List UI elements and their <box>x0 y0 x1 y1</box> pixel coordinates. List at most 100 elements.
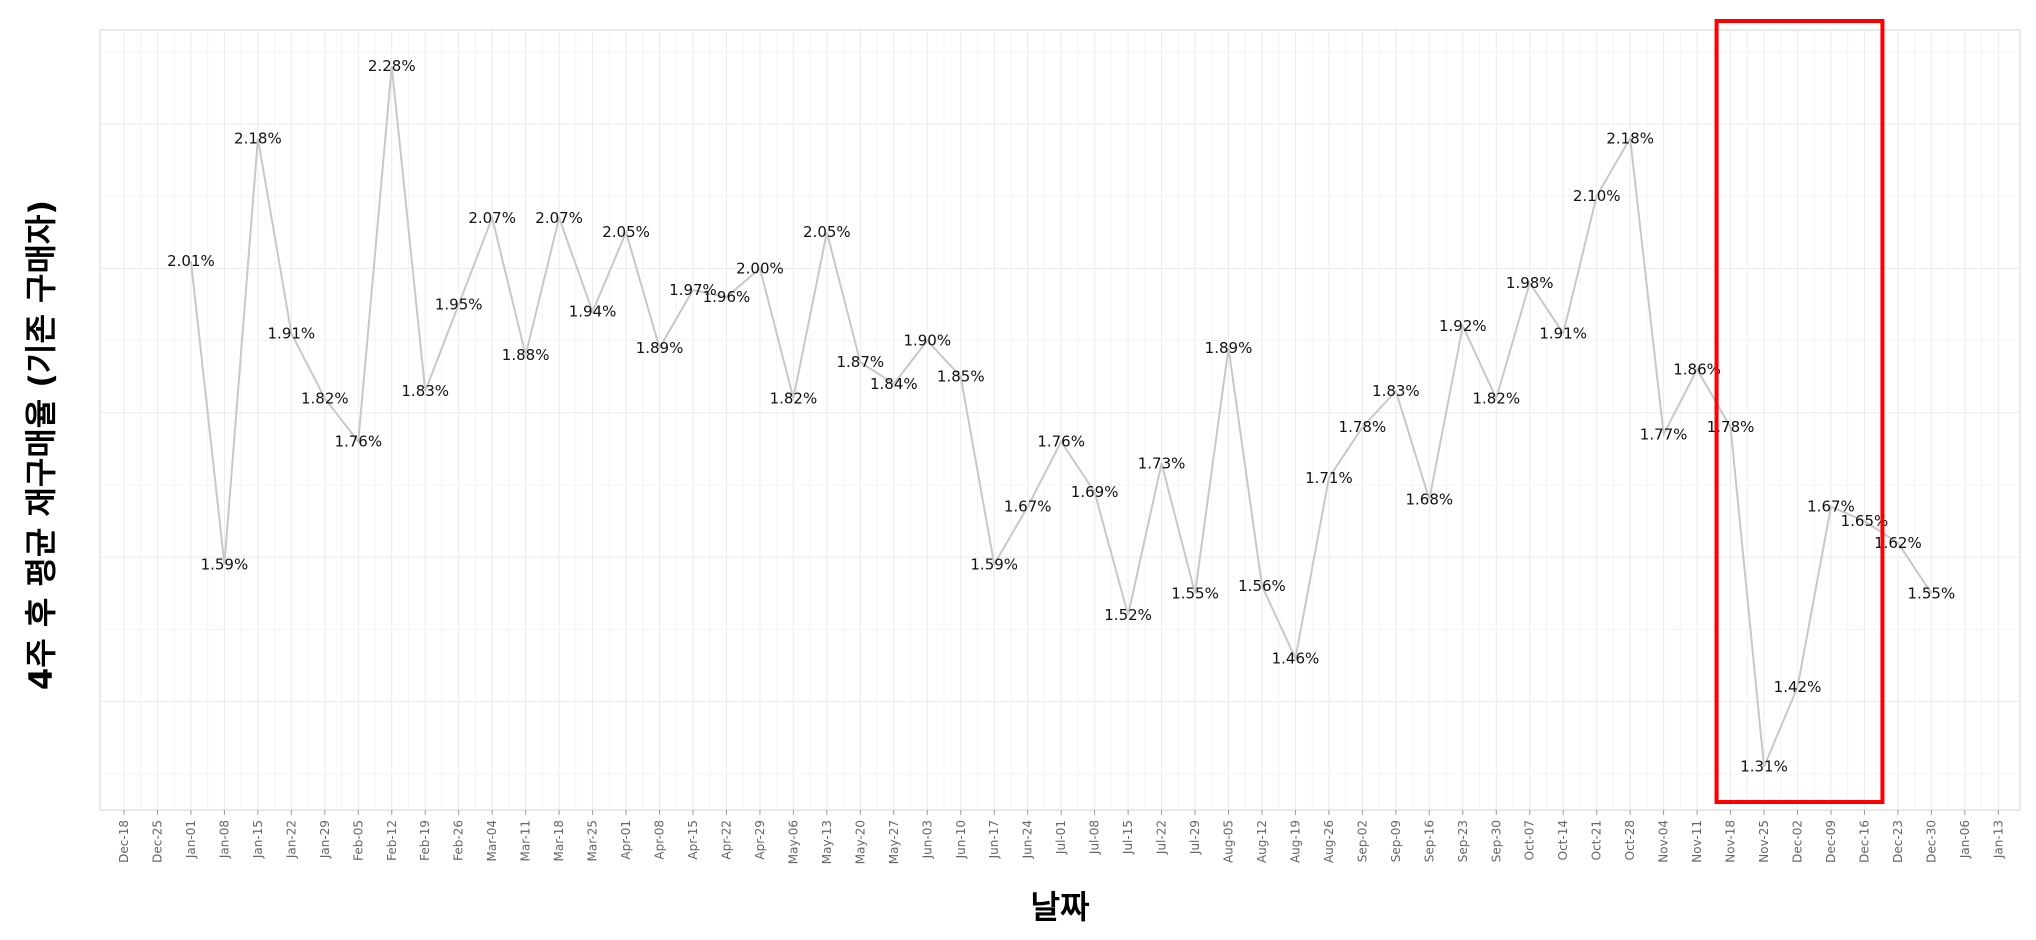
data-label: 1.94% <box>569 303 617 321</box>
x-tick-label: Apr-29 <box>753 820 767 860</box>
x-tick-label: Dec-18 <box>117 820 131 863</box>
x-tick-label: Dec-30 <box>1924 820 1938 863</box>
x-tick-label: Feb-05 <box>351 820 365 861</box>
data-label: 1.67% <box>1004 498 1052 516</box>
data-label: 1.97% <box>669 281 717 299</box>
x-tick-label: Jul-08 <box>1088 820 1102 855</box>
data-label: 1.86% <box>1673 360 1721 378</box>
x-tick-label: Sep-16 <box>1422 820 1436 862</box>
x-tick-label: Aug-26 <box>1322 820 1336 863</box>
x-tick-label: Jul-01 <box>1054 820 1068 855</box>
data-label: 2.07% <box>468 209 516 227</box>
data-label: 1.89% <box>636 339 684 357</box>
data-label: 1.83% <box>1372 382 1420 400</box>
x-tick-label: Apr-15 <box>686 820 700 860</box>
data-label: 1.78% <box>1707 418 1755 436</box>
x-tick-label: Mar-25 <box>586 820 600 861</box>
x-tick-label: Apr-01 <box>619 820 633 860</box>
data-label: 1.78% <box>1339 418 1387 436</box>
x-tick-label: Nov-11 <box>1690 820 1704 863</box>
x-tick-label: Jan-15 <box>251 820 265 859</box>
data-label: 1.91% <box>268 324 316 342</box>
data-label: 1.95% <box>435 295 483 313</box>
x-axis-label: 날짜 <box>1031 888 1090 926</box>
data-label: 2.18% <box>234 129 282 147</box>
x-tick-label: Nov-04 <box>1657 820 1671 863</box>
series-line <box>189 65 1933 768</box>
data-label: 1.71% <box>1305 469 1353 487</box>
x-tick-label: Dec-16 <box>1857 820 1871 863</box>
x-tick-label: Sep-09 <box>1389 820 1403 862</box>
data-label: 2.07% <box>535 209 583 227</box>
data-label: 1.90% <box>903 332 951 350</box>
x-tick-label: Aug-12 <box>1255 820 1269 863</box>
plot-border <box>99 29 2021 811</box>
data-label: 1.67% <box>1807 498 1855 516</box>
data-label: 1.55% <box>1908 584 1956 602</box>
data-label: 2.01% <box>167 252 215 270</box>
y-axis-label: 4주 후 평균 재구매율 (기존 구매자) <box>22 200 60 690</box>
x-tick-label: Feb-12 <box>385 820 399 861</box>
data-label: 1.52% <box>1104 606 1152 624</box>
x-tick-label: Jun-17 <box>987 820 1001 859</box>
x-tick-label: Jan-13 <box>1991 820 2005 859</box>
data-label: 1.59% <box>201 555 249 573</box>
x-tick-label: Feb-19 <box>418 820 432 861</box>
data-label: 1.82% <box>1472 389 1520 407</box>
data-label: 1.84% <box>870 375 918 393</box>
x-tick-label: Jan-08 <box>217 820 231 859</box>
x-tick-label: Apr-22 <box>719 820 733 860</box>
data-label: 1.55% <box>1171 584 1219 602</box>
data-label: 2.05% <box>602 223 650 241</box>
data-label: 1.46% <box>1272 649 1320 667</box>
data-label: 1.62% <box>1874 534 1922 552</box>
data-label: 1.69% <box>1071 483 1119 501</box>
x-axis: Dec-18 Dec-25 Jan-01 Jan-08 Jan-15 Jan-22 Jan-… <box>117 810 2005 864</box>
x-tick-label: Oct-28 <box>1623 820 1637 860</box>
data-label: 1.92% <box>1439 317 1487 335</box>
data-label: 1.65% <box>1841 512 1889 530</box>
x-tick-label: Dec-25 <box>150 820 164 863</box>
x-tick-label: Mar-18 <box>552 820 566 861</box>
x-tick-label: Nov-25 <box>1757 820 1771 863</box>
data-label: 1.56% <box>1238 577 1286 595</box>
data-label: 2.28% <box>368 57 416 75</box>
data-label: 1.89% <box>1205 339 1253 357</box>
x-tick-label: Dec-23 <box>1891 820 1905 863</box>
x-tick-label: Jun-03 <box>920 820 934 859</box>
x-tick-label: Mar-04 <box>485 820 499 861</box>
x-tick-label: Jun-24 <box>1021 820 1035 859</box>
grid-lines <box>100 30 2020 810</box>
x-tick-label: Jul-15 <box>1121 820 1135 855</box>
x-tick-label: Dec-09 <box>1824 820 1838 863</box>
data-label: 1.83% <box>401 382 449 400</box>
x-tick-label: Aug-19 <box>1288 820 1302 863</box>
data-label: 1.82% <box>301 389 349 407</box>
data-labels: 2.01% 1.59% 2.18% 1.91% 1.82% 1.76% 2.28% 1.83%… <box>167 57 1955 776</box>
x-tick-label: Aug-05 <box>1222 820 1236 863</box>
x-tick-label: Jun-10 <box>954 820 968 859</box>
x-tick-label: Jan-29 <box>318 820 332 859</box>
data-label: 2.10% <box>1573 187 1621 205</box>
x-tick-label: Sep-23 <box>1456 820 1470 862</box>
data-label: 1.88% <box>502 346 550 364</box>
x-tick-label: May-27 <box>887 820 901 864</box>
data-label: 1.96% <box>703 288 751 306</box>
data-label: 1.91% <box>1539 324 1587 342</box>
x-tick-label: Oct-14 <box>1556 820 1570 860</box>
data-label: 1.98% <box>1506 274 1554 292</box>
data-label: 1.59% <box>970 555 1018 573</box>
x-tick-label: Jan-01 <box>184 820 198 859</box>
x-tick-label: Jan-22 <box>284 820 298 859</box>
data-label: 1.87% <box>837 353 885 371</box>
data-label: 2.00% <box>736 259 784 277</box>
data-label: 1.68% <box>1406 490 1454 508</box>
data-label: 2.05% <box>803 223 851 241</box>
data-label: 2.18% <box>1606 129 1654 147</box>
x-tick-label: May-06 <box>786 820 800 864</box>
x-tick-label: Nov-18 <box>1724 820 1738 863</box>
x-tick-label: Oct-21 <box>1590 820 1604 860</box>
data-label: 1.76% <box>1037 433 1085 451</box>
data-label: 1.73% <box>1138 454 1186 472</box>
x-tick-label: May-13 <box>820 820 834 864</box>
